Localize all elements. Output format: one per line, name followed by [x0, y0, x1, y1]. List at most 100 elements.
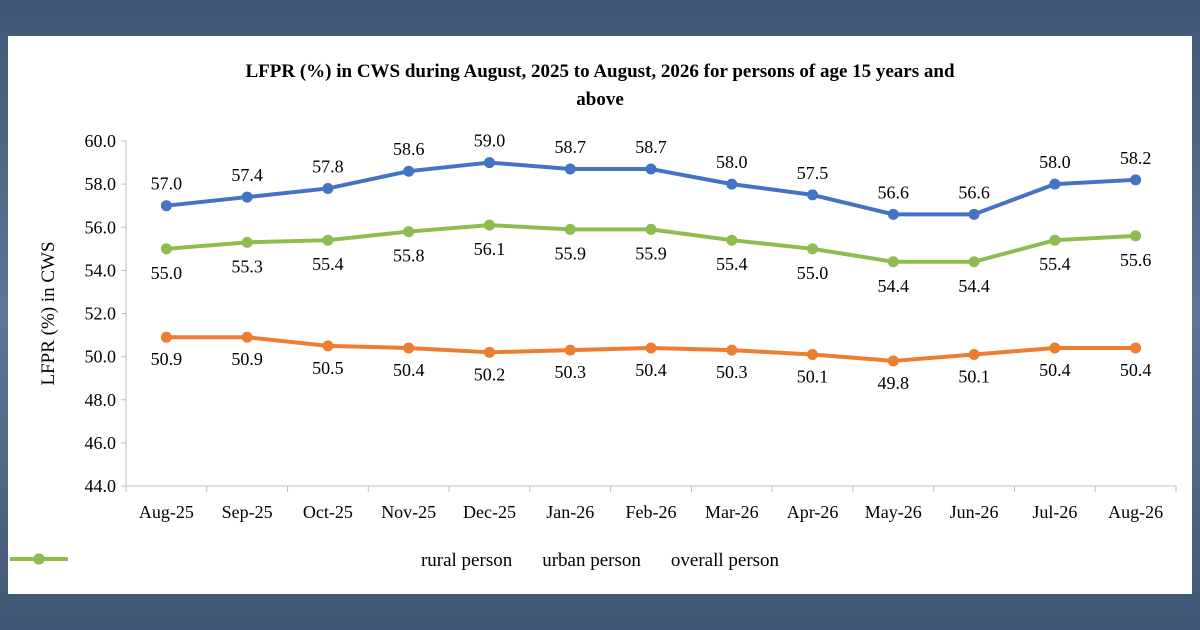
legend-item-overall-person: overall person [10, 550, 780, 572]
x-tick-label: Mar-26 [705, 502, 759, 522]
data-point [160, 200, 172, 212]
legend-label: urban person [542, 550, 641, 571]
data-point [241, 331, 253, 343]
data-point [968, 348, 980, 360]
data-point [807, 243, 819, 255]
data-label: 50.3 [716, 362, 748, 382]
data-label: 49.8 [878, 373, 910, 393]
x-tick-label: May-26 [865, 502, 922, 522]
x-tick-label: Oct-25 [303, 502, 353, 522]
data-point [1049, 234, 1061, 246]
data-point [564, 223, 576, 235]
data-point [322, 340, 334, 352]
x-tick-label: Jan-26 [546, 502, 594, 522]
data-point [160, 331, 172, 343]
data-point [403, 342, 415, 354]
data-point [1130, 174, 1142, 186]
data-point [645, 163, 657, 175]
data-label: 58.2 [1120, 148, 1152, 168]
data-point [483, 346, 495, 358]
data-point [322, 234, 334, 246]
data-point [1130, 230, 1142, 242]
data-label: 50.9 [231, 349, 263, 369]
data-label: 50.4 [635, 360, 667, 380]
data-label: 57.4 [231, 165, 263, 185]
x-tick-label: Aug-25 [139, 502, 194, 522]
x-tick-label: Jul-26 [1032, 502, 1077, 522]
data-point [483, 157, 495, 169]
data-point [726, 344, 738, 356]
data-point [968, 208, 980, 220]
data-label: 50.3 [554, 362, 586, 382]
data-label: 58.7 [635, 137, 667, 157]
data-label: 55.6 [1120, 250, 1152, 270]
y-tick-label: 48.0 [85, 390, 117, 410]
x-tick-label: Apr-26 [787, 502, 839, 522]
data-point [807, 348, 819, 360]
data-point [1130, 342, 1142, 354]
data-label: 50.1 [797, 366, 829, 386]
data-point [887, 208, 899, 220]
data-label: 58.7 [554, 137, 586, 157]
chart-title-line-1: LFPR (%) in CWS during August, 2025 to A… [245, 61, 955, 82]
data-label: 55.4 [312, 254, 344, 274]
x-tick-label: Dec-25 [463, 502, 516, 522]
data-point [807, 189, 819, 201]
data-point [403, 165, 415, 177]
y-tick-label: 54.0 [85, 260, 117, 280]
legend-item-rural-person: rural person [10, 550, 513, 572]
data-label: 55.3 [231, 256, 263, 276]
data-label: 50.4 [393, 360, 425, 380]
chart-title-line-2: above [576, 89, 624, 110]
data-label: 55.0 [151, 263, 183, 283]
data-label: 55.4 [716, 254, 748, 274]
chart-legend: rural person urban person overall person [8, 550, 1192, 572]
data-point [887, 256, 899, 268]
data-point [645, 223, 657, 235]
data-label: 59.0 [474, 131, 506, 151]
y-tick-label: 44.0 [85, 476, 117, 496]
legend-swatch [10, 553, 68, 565]
data-label: 58.0 [1039, 152, 1071, 172]
y-tick-label: 52.0 [85, 304, 117, 324]
data-label: 58.0 [716, 152, 748, 172]
chart-title: LFPR (%) in CWS during August, 2025 to A… [8, 58, 1192, 114]
legend-label: overall person [670, 550, 780, 571]
data-label: 54.4 [878, 276, 910, 296]
x-tick-label: Sep-25 [222, 502, 273, 522]
data-label: 57.5 [797, 163, 829, 183]
data-label: 55.9 [554, 243, 586, 263]
data-label: 50.2 [474, 364, 506, 384]
data-label: 57.0 [151, 174, 183, 194]
data-point [241, 236, 253, 248]
y-tick-label: 60.0 [85, 131, 117, 151]
data-label: 50.4 [1039, 360, 1071, 380]
data-label: 55.8 [393, 246, 425, 266]
chart-card: LFPR (%) in CWS during August, 2025 to A… [8, 36, 1192, 594]
y-tick-label: 56.0 [85, 217, 117, 237]
data-point [887, 355, 899, 367]
legend-label: rural person [420, 550, 513, 571]
data-label: 56.1 [474, 239, 506, 259]
y-tick-label: 46.0 [85, 433, 117, 453]
data-label: 55.9 [635, 243, 667, 263]
data-label: 50.1 [958, 366, 990, 386]
data-label: 55.0 [797, 263, 829, 283]
data-point [564, 344, 576, 356]
data-point [645, 342, 657, 354]
x-tick-label: Nov-25 [381, 502, 436, 522]
y-tick-label: 50.0 [85, 347, 117, 367]
y-axis-label: LFPR (%) in CWS [38, 241, 59, 385]
data-label: 50.5 [312, 358, 344, 378]
line-chart: 44.0 46.0 48.0 50.0 52.0 54.0 56.0 58.0 60.0 Aug-… [38, 131, 1177, 522]
data-point [968, 256, 980, 268]
data-point [403, 226, 415, 238]
data-point [483, 219, 495, 231]
data-point [241, 191, 253, 203]
data-point [726, 178, 738, 190]
x-tick-label: Aug-26 [1108, 502, 1163, 522]
data-label: 56.6 [958, 182, 990, 202]
data-label: 57.8 [312, 156, 344, 176]
data-label: 56.6 [878, 182, 910, 202]
data-label: 58.6 [393, 139, 425, 159]
